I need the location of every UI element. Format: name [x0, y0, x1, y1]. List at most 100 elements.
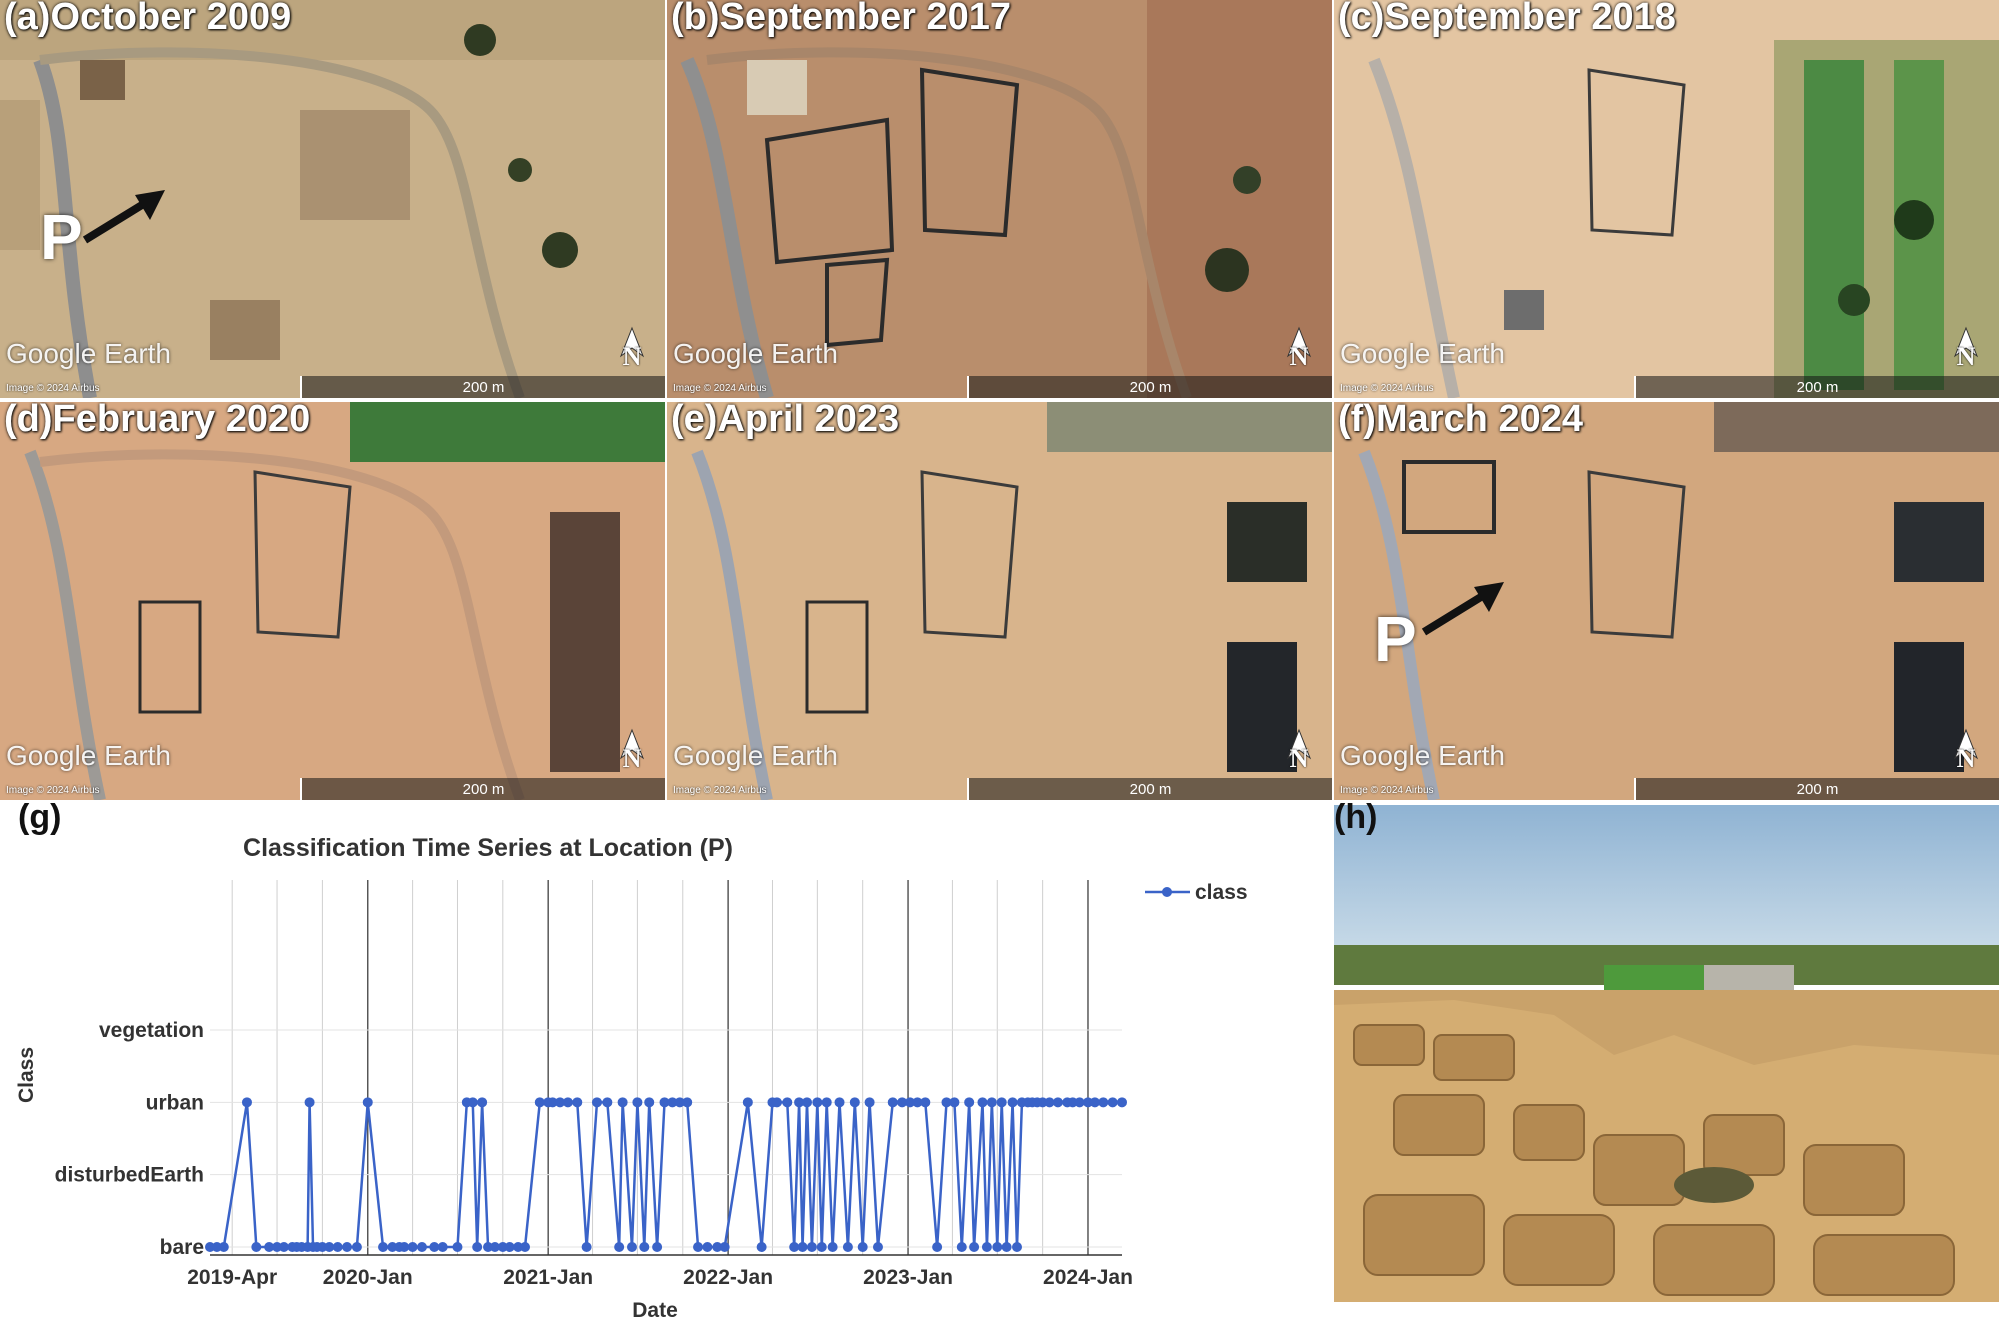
data-point: [949, 1097, 960, 1108]
data-point: [452, 1242, 463, 1252]
imagery-credit: Image © 2024 Airbus: [673, 785, 767, 796]
scale-bar: 200 m: [1634, 376, 1999, 398]
imagery-credit: Image © 2024 Airbus: [6, 785, 100, 796]
legend-marker: [1162, 887, 1172, 897]
data-point: [702, 1242, 713, 1252]
chart-title: Classification Time Series at Location (…: [243, 834, 733, 862]
data-point: [682, 1097, 693, 1108]
y-tick-label: urban: [146, 1091, 204, 1114]
data-point: [483, 1242, 494, 1252]
data-point: [941, 1097, 952, 1108]
data-point: [932, 1242, 943, 1252]
data-point: [1052, 1097, 1063, 1108]
data-point: [378, 1242, 389, 1252]
scale-bar-label: 200 m: [1129, 781, 1172, 798]
data-point: [659, 1097, 670, 1108]
data-point: [362, 1097, 373, 1108]
google-earth-watermark: Google Earth: [1340, 740, 1505, 771]
data-point: [534, 1097, 545, 1108]
panel-d-label: (d)February 2020: [4, 402, 311, 440]
satellite-imagery-f: [1334, 402, 1999, 800]
data-point: [782, 1097, 793, 1108]
imagery-credit: Image © 2024 Airbus: [1340, 383, 1434, 394]
scale-bar: 200 m: [300, 376, 665, 398]
north-label: N: [622, 342, 642, 371]
panel-f-satellite-image: (f)March 2024 P Google Earth Image © 202…: [1334, 402, 1999, 800]
north-label: N: [1956, 342, 1976, 371]
data-point: [581, 1242, 592, 1252]
scale-bar: 200 m: [967, 778, 1332, 800]
google-earth-watermark: Google Earth: [6, 338, 171, 369]
data-point: [652, 1242, 663, 1252]
y-tick-label: disturbedEarth: [55, 1164, 204, 1187]
data-point: [632, 1097, 643, 1108]
data-point: [834, 1097, 845, 1108]
google-earth-watermark: Google Earth: [673, 740, 838, 771]
data-point: [572, 1097, 583, 1108]
data-point: [317, 1242, 328, 1252]
data-point: [504, 1242, 515, 1252]
location-arrow-icon: [82, 190, 165, 244]
scale-bar-label: 200 m: [462, 781, 505, 798]
north-arrow-icon: N: [617, 714, 647, 774]
data-point: [864, 1097, 875, 1108]
data-point: [797, 1242, 808, 1252]
data-point: [806, 1242, 817, 1252]
scale-bar: 200 m: [300, 778, 665, 800]
data-point: [562, 1097, 573, 1108]
location-p-marker: P: [1374, 603, 1417, 675]
google-earth-watermark: Google Earth: [673, 338, 838, 369]
data-point: [1107, 1097, 1118, 1108]
data-point: [794, 1097, 805, 1108]
data-point: [905, 1097, 916, 1108]
google-earth-watermark: Google Earth: [1340, 338, 1505, 369]
data-point: [1082, 1097, 1093, 1108]
x-tick-label: 2021-Jan: [503, 1266, 593, 1289]
data-point: [1098, 1097, 1109, 1108]
data-point: [497, 1242, 508, 1252]
data-point: [812, 1097, 823, 1108]
data-point: [872, 1242, 883, 1252]
y-tick-label: vegetation: [99, 1019, 204, 1042]
x-tick-label: 2023-Jan: [863, 1266, 953, 1289]
data-point: [429, 1242, 440, 1252]
data-point: [912, 1097, 923, 1108]
north-label: N: [1956, 744, 1976, 773]
data-point: [342, 1242, 353, 1252]
data-point: [472, 1242, 483, 1252]
panel-e-satellite-image: (e)April 2023 Google Earth Image © 2024 …: [667, 402, 1332, 800]
panel-d-satellite-image: (d)February 2020 Google Earth Image © 20…: [0, 402, 665, 800]
data-point: [977, 1097, 988, 1108]
data-point: [897, 1097, 908, 1108]
data-point: [387, 1242, 398, 1252]
legend-label: class: [1195, 881, 1248, 904]
google-earth-watermark: Google Earth: [6, 740, 171, 771]
north-arrow-icon: N: [1951, 312, 1981, 372]
x-tick-label: 2019-Apr: [187, 1266, 277, 1289]
data-point: [1007, 1097, 1018, 1108]
data-point: [304, 1097, 315, 1108]
data-point: [693, 1242, 704, 1252]
data-point: [513, 1242, 524, 1252]
data-point: [816, 1242, 827, 1252]
x-tick-label: 2022-Jan: [683, 1266, 773, 1289]
satellite-imagery-e: [667, 402, 1332, 800]
data-point: [489, 1242, 500, 1252]
data-point: [477, 1097, 488, 1108]
classification-time-series-chart: bare disturbedEarth urban vegetation 2019-Ap…: [15, 834, 1248, 1322]
data-point: [969, 1242, 980, 1252]
data-point: [789, 1242, 800, 1252]
data-point: [827, 1242, 838, 1252]
north-arrow-icon: N: [617, 312, 647, 372]
north-label: N: [622, 744, 642, 773]
panel-a-label: (a)October 2009: [4, 0, 292, 38]
panel-h-label: (h): [1334, 798, 1378, 836]
data-point: [1074, 1097, 1085, 1108]
data-point: [416, 1242, 427, 1252]
data-point: [1037, 1097, 1048, 1108]
data-point: [1117, 1097, 1127, 1108]
data-point: [1001, 1242, 1012, 1252]
data-point: [467, 1097, 478, 1108]
satellite-imagery-d: [0, 402, 665, 800]
scale-bar-label: 200 m: [1796, 379, 1839, 396]
